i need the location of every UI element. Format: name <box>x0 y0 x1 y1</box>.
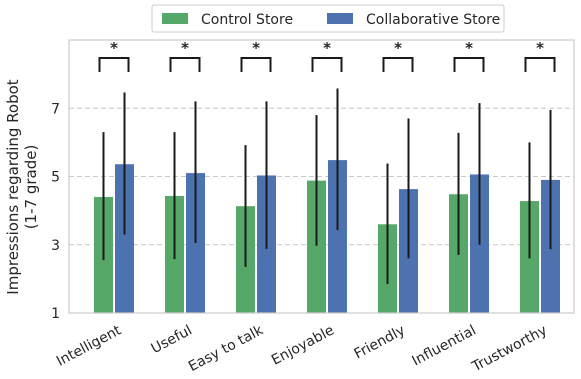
significance-marker: * <box>536 39 544 57</box>
significance-marker: * <box>323 39 331 57</box>
x-tick-label: Enjoyable <box>269 322 337 368</box>
x-tick-label: Friendly <box>352 322 408 362</box>
legend: Control Store Collaborative Store <box>151 4 505 33</box>
x-tick-label: Trustworthy <box>469 322 550 375</box>
x-tick-label: Intelligent <box>54 322 124 370</box>
legend-label-collaborative: Collaborative Store <box>366 12 500 28</box>
y-tick-label: 5 <box>51 170 60 186</box>
significance-marker: * <box>394 39 402 57</box>
significance-marker: * <box>181 39 189 57</box>
y-axis-label-line2: (1-7 grade) <box>22 145 40 230</box>
error-bars <box>102 88 552 284</box>
significance-bracket <box>169 57 201 72</box>
y-tick-labels: 1 3 5 7 <box>51 101 60 322</box>
plot-frame <box>68 39 575 314</box>
legend-label-control: Control Store <box>201 12 293 28</box>
legend-swatch-collaborative <box>327 13 353 24</box>
y-axis-label-line1: Impressions regarding Robot <box>4 79 22 294</box>
x-tick-label: Influential <box>410 322 479 369</box>
bar-collaborative <box>115 164 134 313</box>
significance-marker: * <box>252 39 260 57</box>
significance-marker: * <box>110 39 118 57</box>
significance-brackets: * * * * * * * <box>98 39 556 72</box>
significance-bracket <box>524 57 556 72</box>
y-tick-label: 1 <box>51 306 60 322</box>
y-tick-label: 7 <box>51 101 60 117</box>
y-axis-label: Impressions regarding Robot (1-7 grade) <box>4 79 40 294</box>
legend-swatch-control <box>162 13 188 24</box>
significance-bracket <box>453 57 485 72</box>
bar-collaborative <box>328 160 347 313</box>
significance-bracket <box>98 57 130 72</box>
x-tick-label: Easy to talk <box>186 322 267 375</box>
bars <box>94 160 560 313</box>
y-tick-label: 3 <box>51 238 60 254</box>
x-tick-label: Useful <box>149 322 195 357</box>
significance-bracket <box>382 57 414 72</box>
bar-control <box>307 180 326 313</box>
significance-marker: * <box>465 39 473 57</box>
significance-bracket <box>240 57 272 72</box>
significance-bracket <box>311 57 343 72</box>
